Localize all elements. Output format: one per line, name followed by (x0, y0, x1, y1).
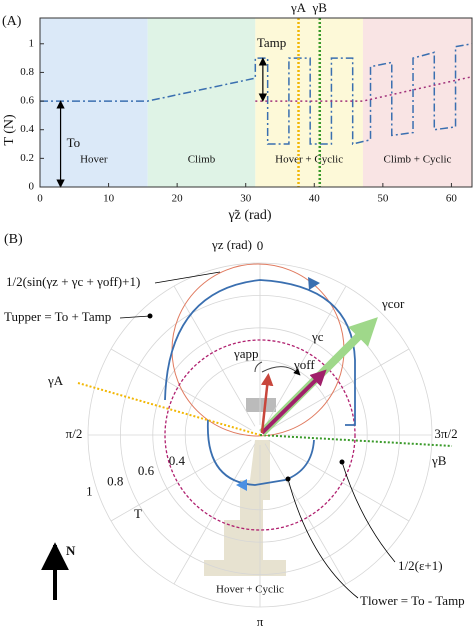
r-tick-label: 0.4 (169, 453, 186, 468)
theta-tick-label: π (257, 614, 264, 628)
spoke (268, 439, 410, 522)
marker-label: γA (290, 0, 307, 15)
pointer-dot (285, 476, 291, 482)
r-label: T (134, 506, 142, 521)
gamma-off-arc (261, 366, 301, 376)
pointer (341, 461, 396, 563)
annotation: To (67, 135, 81, 150)
region (255, 18, 363, 187)
y-tick-label: 0.8 (20, 66, 34, 78)
y-tick-label: 0.4 (20, 123, 34, 135)
series-line (255, 75, 473, 102)
x-tick-label: 20 (172, 193, 184, 205)
annotation: Hover + Cyclic (216, 584, 284, 596)
pointer (119, 315, 151, 319)
panel-b: 0.4 0.6 0.8 1 0 π/2 π 3π/2 (B) γz (rad) T 1/2(s… (4, 232, 465, 628)
region-label: Hover + Cyclic (275, 154, 343, 166)
annotation: Tupper = To + Tamp (4, 309, 111, 324)
grid-circle (184, 359, 336, 511)
direction-arrow (236, 479, 247, 491)
region-label: Hover (80, 154, 108, 166)
annotation: Tamp (257, 35, 286, 50)
annotation: γcor (381, 296, 405, 311)
pointer (287, 478, 359, 599)
panel-label: (B) (4, 232, 23, 247)
spoke (173, 443, 256, 585)
spoke (110, 439, 252, 522)
x-axis-label: γ̃z (rad) (227, 208, 271, 223)
x-tick-label: 50 (377, 193, 389, 205)
panel-a: Hover Climb Hover + Cyclic Climb + Cyclic γA… (2, 0, 473, 223)
annotation: γA (47, 373, 64, 388)
gamma-off-arrow (260, 369, 327, 435)
gamma-b-line (259, 434, 453, 447)
grid-circle (87, 262, 433, 608)
y-tick-label: 1 (29, 37, 35, 49)
x-tick-label: 0 (37, 193, 43, 205)
pointer-dot (147, 313, 153, 319)
annotation: γapp (233, 346, 259, 361)
y-tick-label: 0.2 (20, 152, 34, 164)
pointer (154, 271, 221, 284)
gamma-app-arc (254, 361, 263, 373)
theta-label: γz (rad) (211, 237, 252, 252)
x-tick-label: 60 (446, 193, 458, 205)
polar-grid: 0.4 0.6 0.8 1 0 π/2 π 3π/2 (66, 238, 458, 628)
spoke (173, 285, 256, 427)
region-label: Climb + Cyclic (384, 154, 452, 166)
region (362, 18, 472, 187)
grid-circle (152, 327, 368, 543)
marker-label: γB (312, 0, 328, 15)
r-tick-label: 0.8 (107, 473, 123, 488)
annotation: N (66, 543, 76, 558)
thrust-lower (206, 419, 315, 486)
epsilon-circle (164, 339, 356, 531)
y-tick-label: 0.6 (20, 95, 34, 107)
annotation: 1/2(ε+1) (398, 558, 443, 573)
gamma-app-arrow (260, 373, 274, 434)
annotation: Tlower = To - Tamp (360, 593, 465, 608)
y-tick-label: 0 (29, 181, 35, 193)
annotation: γoff (293, 357, 315, 372)
region (147, 18, 256, 187)
x-tick-label: 30 (240, 193, 252, 205)
theta-tick-label: 3π/2 (434, 426, 457, 441)
series-line (40, 43, 473, 145)
drone-silhouette (204, 440, 286, 576)
r-tick-label: 1 (86, 483, 93, 498)
spoke (268, 348, 410, 431)
spoke (264, 443, 347, 585)
drone-icon (246, 398, 276, 412)
annotation: γc (311, 329, 324, 344)
x-tick-label: 40 (309, 193, 321, 205)
spoke (264, 285, 347, 427)
direction-arrow (308, 277, 320, 290)
annotation: 1/2(sin(γz + γc + γoff)+1) (6, 274, 140, 289)
pointer-dot (339, 459, 345, 465)
region-label: Climb (188, 154, 216, 166)
gamma-a-line (77, 382, 261, 436)
r-tick-label: 0.6 (138, 463, 155, 478)
panel-label: (A) (2, 14, 22, 29)
x-tick-label: 10 (103, 193, 115, 205)
plot-frame (39, 17, 473, 188)
theta-tick-label: π/2 (66, 426, 83, 441)
annotation: γB (431, 453, 447, 468)
grid-circle (119, 294, 401, 576)
y-axis-label: T (N) (2, 114, 17, 146)
theta-tick-label: 0 (257, 238, 264, 253)
